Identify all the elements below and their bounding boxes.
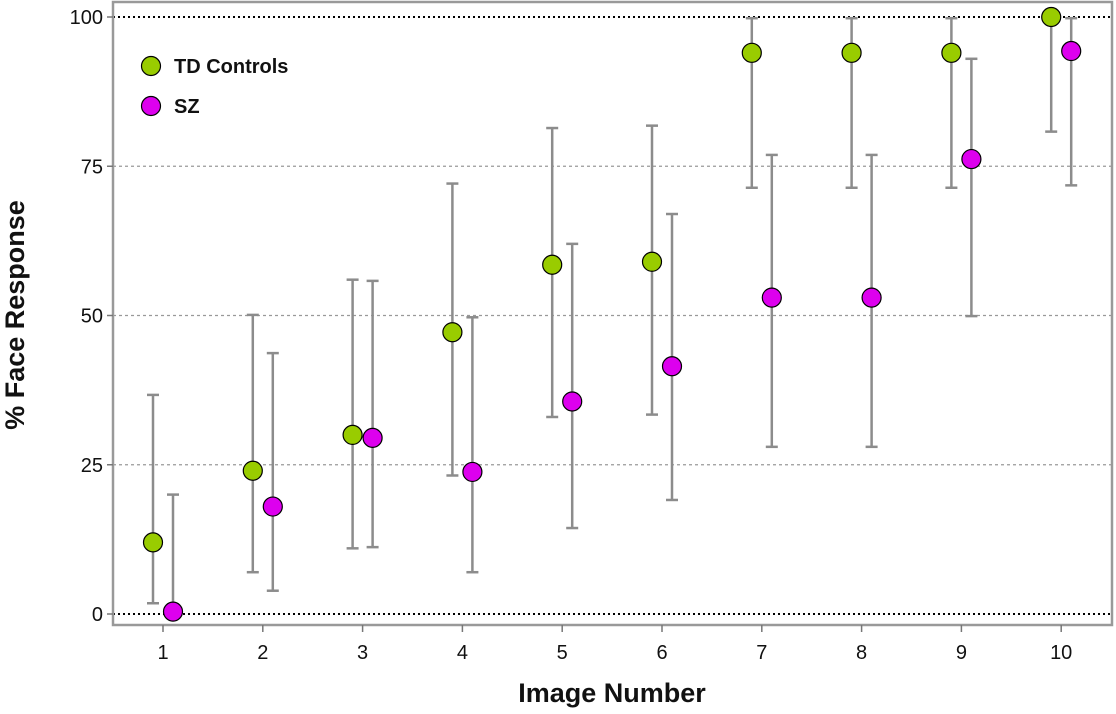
x-tick-label-3: 3: [357, 642, 368, 664]
point-sz-10: [1061, 40, 1082, 62]
point-td-7: [741, 42, 762, 63]
y-axis-title: % Face Response: [0, 200, 30, 430]
y-tick-label-50: 50: [81, 306, 103, 328]
point-sz-9: [961, 148, 982, 170]
data-points: [142, 6, 1082, 622]
plot-frame: [111, 0, 1114, 627]
y-tick-label-100: 100: [70, 7, 103, 29]
error-bar-sz-1: [167, 493, 179, 616]
x-tick-label-2: 2: [257, 642, 268, 664]
point-sz-3: [362, 427, 383, 448]
legend: TD Controls SZ: [140, 55, 288, 118]
error-bar-td-2: [246, 313, 259, 574]
x-tick-label-9: 9: [956, 642, 967, 664]
x-tick-label-10: 10: [1050, 642, 1072, 664]
y-tick-label-75: 75: [81, 156, 103, 178]
point-sz-1: [162, 601, 184, 622]
grid-lines: [113, 16, 1112, 615]
point-td-3: [342, 424, 363, 445]
error-bar-sz-9: [965, 57, 978, 318]
x-tick-label-5: 5: [557, 642, 568, 664]
error-bar-sz-5: [566, 242, 579, 530]
point-td-10: [1041, 6, 1062, 28]
point-sz-7: [761, 287, 782, 308]
point-sz-4: [462, 461, 483, 483]
x-tick-label-6: 6: [656, 642, 667, 664]
legend-label-sz: SZ: [174, 96, 200, 118]
y-tick-label-25: 25: [81, 455, 103, 477]
legend-marker-td: [140, 55, 162, 77]
point-td-1: [142, 532, 164, 553]
error-bar-sz-2: [266, 351, 279, 592]
y-tick-label-0: 0: [92, 604, 103, 626]
point-td-6: [641, 251, 663, 272]
x-tick-label-4: 4: [457, 642, 468, 664]
point-td-4: [442, 322, 463, 343]
point-sz-5: [562, 391, 583, 412]
x-tick-label-7: 7: [756, 642, 767, 664]
error-bar-td-3: [346, 278, 359, 550]
point-td-2: [242, 460, 263, 481]
error-bar-sz-3: [366, 279, 379, 549]
x-axis: 1 2 3 4 5 6 7 8 9 10: [157, 625, 1072, 664]
error-bar-td-10: [1045, 15, 1058, 133]
y-axis: 0 25 50 75 100: [70, 7, 113, 626]
point-sz-8: [861, 287, 882, 308]
point-td-9: [941, 42, 962, 63]
error-bar-sz-4: [466, 316, 479, 574]
x-axis-title: Image Number: [518, 678, 706, 708]
x-tick-label-1: 1: [157, 642, 168, 664]
point-sz-6: [661, 356, 683, 377]
error-bar-td-1: [147, 393, 159, 605]
legend-marker-sz: [140, 95, 162, 117]
point-sz-2: [262, 496, 283, 517]
point-td-5: [542, 254, 563, 275]
legend-label-td: TD Controls: [174, 56, 288, 78]
x-tick-label-8: 8: [856, 642, 867, 664]
point-td-8: [841, 42, 862, 63]
